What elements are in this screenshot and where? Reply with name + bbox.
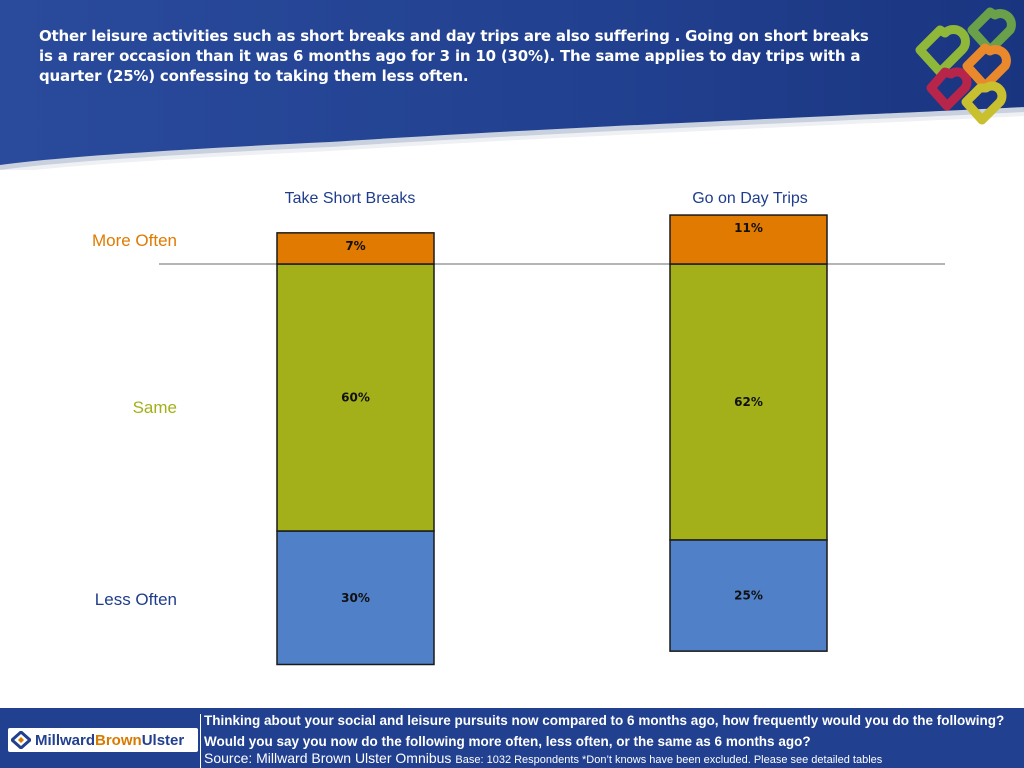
source-line: Source: Millward Brown Ulster Omnibus Bas… bbox=[204, 750, 1022, 768]
brand-name: MillwardBrownUlster bbox=[35, 731, 185, 749]
data-label-less-often-day-trips: 25% bbox=[734, 589, 763, 603]
category-title-short-breaks: Take Short Breaks bbox=[284, 190, 416, 207]
data-label-more-often-day-trips: 11% bbox=[734, 221, 763, 235]
row-label-less-often: Less Often bbox=[94, 590, 177, 609]
data-label-same-short-breaks: 60% bbox=[341, 391, 370, 405]
data-label-more-often-short-breaks: 7% bbox=[345, 239, 365, 253]
bar-less-often-short-breaks bbox=[276, 530, 435, 666]
bar-more-often-day-trips bbox=[669, 214, 828, 265]
data-label-less-often-short-breaks: 30% bbox=[341, 591, 370, 605]
header-background bbox=[0, 0, 1024, 170]
footer-divider bbox=[200, 714, 201, 768]
hearts-logo-decoration bbox=[915, 7, 1016, 125]
category-title-day-trips: Go on Day Trips bbox=[692, 190, 808, 207]
base-note: Base: 1032 Respondents *Don’t knows have… bbox=[455, 754, 883, 766]
row-label-same: Same bbox=[132, 398, 177, 417]
row-label-more-often: More Often bbox=[91, 231, 177, 250]
bar-group: 30% 60% 7% 25% 62% 11% bbox=[276, 214, 828, 666]
bar-less-often-day-trips bbox=[669, 539, 828, 652]
millward-brown-logo: MillwardBrownUlster bbox=[8, 728, 198, 752]
footer-bar: MillwardBrownUlster Thinking about your … bbox=[0, 708, 1024, 768]
survey-question: Thinking about your social and leisure p… bbox=[204, 713, 1005, 749]
header-banner: Other leisure activities such as short b… bbox=[0, 0, 1024, 170]
headline-text: Other leisure activities such as short b… bbox=[39, 27, 869, 85]
source-label: Source: Millward Brown Ulster Omnibus bbox=[204, 750, 452, 766]
bar-same-short-breaks bbox=[276, 263, 435, 532]
diamond-logo-icon bbox=[11, 731, 31, 749]
bar-same-day-trips bbox=[669, 263, 828, 541]
bar-more-often-short-breaks bbox=[276, 232, 435, 265]
stacked-bar-chart: 30% 60% 7% 25% 62% 11% bbox=[159, 214, 945, 666]
data-label-same-day-trips: 62% bbox=[734, 395, 763, 409]
